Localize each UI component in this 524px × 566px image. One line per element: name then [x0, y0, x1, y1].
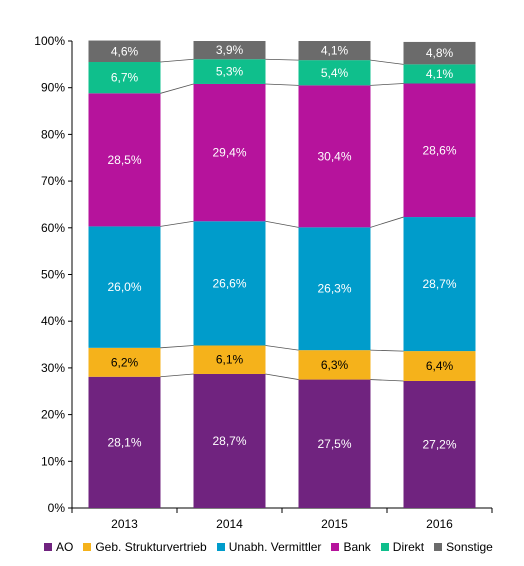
bar-segment-bank [403, 83, 476, 218]
bar-segment-geb-strukturvertrieb [298, 350, 371, 380]
series-connector-line [160, 345, 194, 349]
bar-segment-ao [88, 376, 161, 508]
data-label: 4,6% [111, 44, 139, 58]
data-label: 5,3% [216, 65, 244, 79]
legend-item: Geb. Strukturvertrieb [83, 540, 207, 554]
series-connector-line [265, 220, 299, 228]
legend-item: Direkt [380, 540, 425, 554]
series-connector-line [370, 59, 404, 65]
bar-segment-sonstige [193, 41, 266, 60]
series-connector-line [160, 220, 194, 227]
bar-segment-sonstige [88, 40, 161, 63]
x-tick-label: 2015 [321, 517, 348, 531]
y-tick-label: 100% [34, 34, 65, 48]
data-label: 4,1% [426, 67, 454, 81]
y-tick-label: 60% [41, 221, 65, 235]
y-tick-label: 40% [41, 314, 65, 328]
data-label: 27,5% [317, 437, 351, 451]
series-connector-line [160, 373, 194, 378]
legend-label: Unabh. Vermittler [228, 540, 322, 554]
y-tick-label: 30% [41, 361, 65, 375]
data-label: 26,6% [212, 276, 246, 290]
y-tick-label: 70% [41, 174, 65, 188]
series-connector-line [160, 83, 194, 94]
legend-label: AO [56, 540, 74, 554]
series-connector-line [265, 83, 299, 86]
y-tick-label: 50% [41, 268, 65, 282]
bar-segment-geb-strukturvertrieb [403, 351, 476, 381]
series-connector-line [160, 58, 194, 63]
x-tick-label: 2013 [111, 517, 138, 531]
data-label: 28,1% [107, 435, 141, 449]
legend-label: Sonstige [446, 540, 493, 554]
bar-segment-direkt [403, 64, 476, 84]
legend-item: AO [44, 540, 73, 554]
legend-item: Bank [331, 540, 371, 554]
data-label: 6,7% [111, 71, 139, 85]
data-label: 26,0% [107, 280, 141, 294]
bar-segment-direkt [88, 62, 161, 94]
bar-segment-sonstige [403, 41, 476, 65]
series-connector-line [370, 349, 404, 352]
series-connector-line [370, 216, 404, 228]
bar-segment-direkt [193, 59, 266, 84]
y-tick-label: 80% [41, 127, 65, 141]
legend-label: Bank [343, 540, 371, 554]
series-connector-line [265, 345, 299, 351]
bar-segment-bank [298, 85, 371, 228]
bar-segment-ao [403, 380, 476, 508]
bar-segment-bank [88, 93, 161, 227]
y-tick-label: 0% [48, 501, 66, 515]
bar-segment-unabh-vermittler [193, 221, 266, 346]
bar-segment-unabh-vermittler [403, 217, 476, 352]
legend-swatch [216, 543, 225, 551]
bar-segment-ao [298, 379, 371, 508]
legend-item: Unabh. Vermittler [216, 540, 322, 554]
data-label: 28,5% [107, 153, 141, 167]
series-connector-line [370, 83, 404, 86]
data-label: 5,4% [321, 66, 349, 80]
data-label: 3,9% [216, 43, 244, 57]
data-label: 6,2% [111, 355, 139, 369]
data-label: 6,4% [426, 359, 454, 373]
bar-segment-sonstige [298, 41, 371, 61]
y-tick-label: 20% [41, 408, 65, 422]
legend-item: Sonstige [434, 540, 493, 554]
legend-swatch [44, 543, 52, 551]
data-label: 6,1% [216, 353, 244, 367]
bar-segment-direkt [298, 60, 371, 86]
data-label: 4,8% [426, 46, 454, 60]
legend-label: Geb. Strukturvertrieb [95, 540, 207, 554]
legend-label: Direkt [392, 540, 425, 554]
bar-segment-unabh-vermittler [88, 226, 161, 348]
data-label: 4,1% [321, 44, 349, 58]
data-label: 27,2% [422, 437, 456, 451]
data-label: 28,6% [422, 143, 456, 157]
bar-segment-unabh-vermittler [298, 227, 371, 351]
y-tick-label: 90% [41, 81, 65, 95]
bar-segment-ao [193, 373, 266, 508]
legend-swatch [83, 543, 92, 551]
legend-swatch [380, 543, 389, 551]
data-label: 28,7% [422, 277, 456, 291]
series-connector-line [265, 373, 299, 380]
x-tick-label: 2014 [216, 517, 243, 531]
bar-segment-geb-strukturvertrieb [88, 347, 161, 377]
data-label: 26,3% [317, 282, 351, 296]
series-connector-line [370, 379, 404, 382]
data-label: 30,4% [317, 149, 351, 163]
data-label: 28,7% [212, 434, 246, 448]
series-connector-line [265, 58, 299, 61]
bar-segment-bank [193, 83, 266, 222]
x-tick-label: 2016 [426, 517, 453, 531]
bar-segment-geb-strukturvertrieb [193, 345, 266, 374]
data-label: 6,3% [321, 358, 349, 372]
legend-swatch [434, 543, 443, 551]
y-tick-label: 10% [41, 454, 65, 468]
chart-legend: AO Geb. Strukturvertrieb Unabh. Vermittler… [44, 540, 493, 554]
data-label: 29,4% [212, 146, 246, 160]
legend-swatch [331, 543, 340, 551]
